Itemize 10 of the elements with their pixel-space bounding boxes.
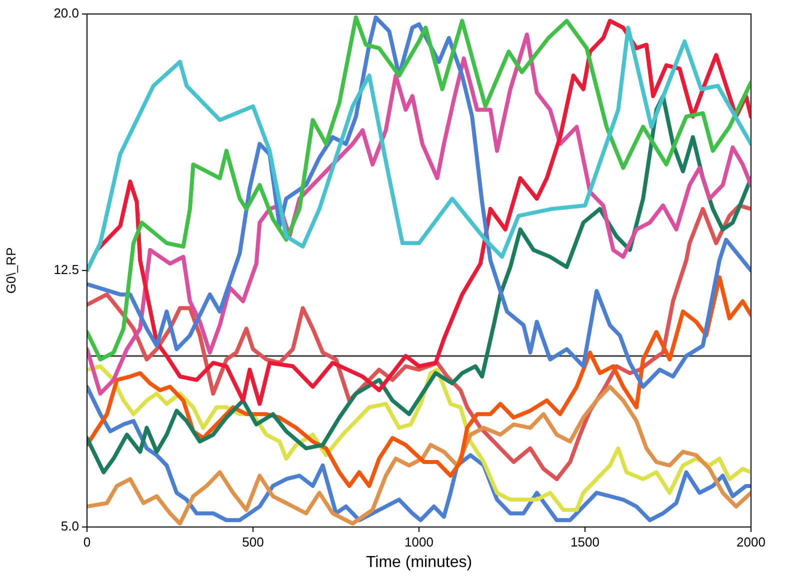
x-tick-label: 1000: [404, 534, 434, 550]
x-tick-label: 500: [242, 534, 264, 550]
x-tick-label: 1500: [570, 534, 600, 550]
y-tick-label: 12.5: [54, 262, 79, 278]
x-axis-title: Time (minutes): [366, 554, 472, 571]
y-axis-title: G0\_RP: [3, 247, 18, 294]
x-tick-label: 0: [83, 534, 91, 550]
x-tick-label: 2000: [736, 534, 766, 550]
y-tick-label: 5.0: [60, 518, 79, 534]
y-tick-label: 20.0: [54, 6, 79, 21]
